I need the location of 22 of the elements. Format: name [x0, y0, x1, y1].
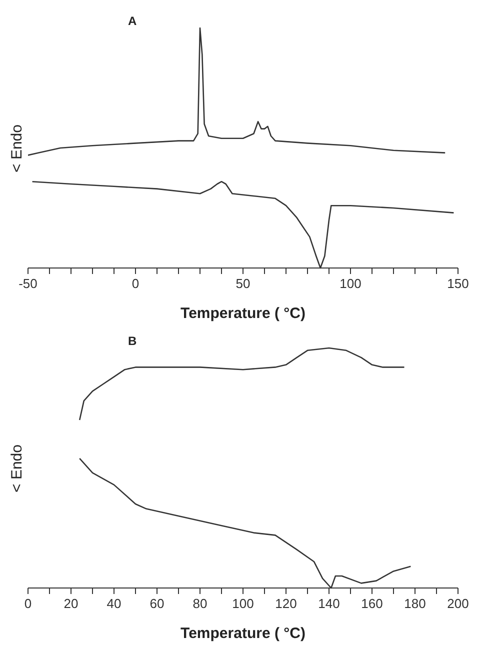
- x-tick-label: 20: [64, 596, 78, 611]
- x-tick-label: 100: [340, 276, 362, 291]
- x-tick-label: 160: [361, 596, 383, 611]
- x-tick-label: 0: [24, 596, 32, 611]
- y-axis-title: < Endo: [8, 444, 26, 492]
- x-tick-label: 120: [275, 596, 297, 611]
- x-tick-label: 140: [318, 596, 340, 611]
- chart-title: B: [128, 334, 137, 348]
- x-tick-label: 50: [236, 276, 250, 291]
- x-tick-label: 180: [404, 596, 426, 611]
- x-tick-label: 150: [447, 276, 469, 291]
- x-tick-label: -50: [18, 276, 38, 291]
- x-tick-label: 60: [150, 596, 164, 611]
- x-axis-title: Temperature ( °C): [180, 305, 306, 322]
- y-axis-title: < Endo: [8, 124, 26, 172]
- x-tick-label: 100: [232, 596, 254, 611]
- x-tick-label: 0: [132, 276, 140, 291]
- chart-title: A: [128, 14, 137, 28]
- x-tick-label: 40: [106, 596, 122, 611]
- x-axis-title: Temperature ( °C): [180, 625, 306, 642]
- x-tick-label: 200: [447, 596, 469, 611]
- x-tick-label: 80: [192, 596, 208, 611]
